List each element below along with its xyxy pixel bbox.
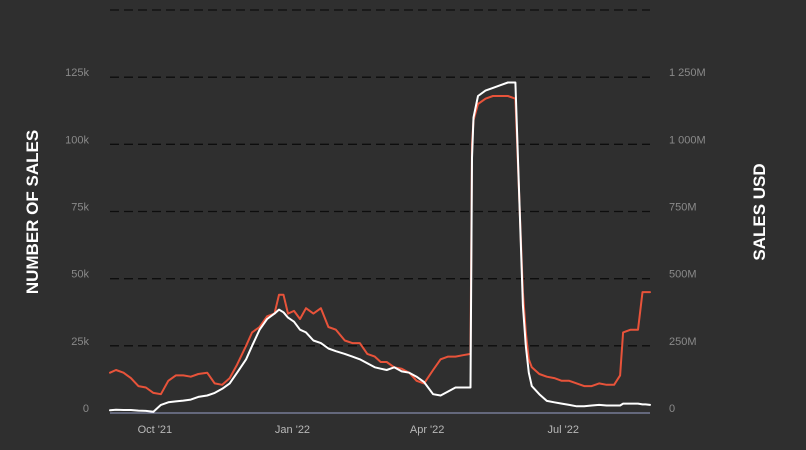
left-tick-label: 125k [65, 67, 89, 79]
left-axis-title: NUMBER OF SALES [23, 130, 42, 294]
number-of-sales-line [109, 95, 651, 396]
left-tick-label: 50k [71, 269, 89, 281]
right-axis-title: SALES USD [750, 163, 769, 260]
left-axis-ticks: 0 25k 50k 75k 100k 125k [65, 67, 89, 415]
gridlines [110, 9, 650, 347]
x-tick-label: Jul '22 [548, 424, 579, 436]
x-tick-label: Oct '21 [138, 424, 173, 436]
left-tick-label: 100k [65, 134, 89, 146]
x-tick-label: Jan '22 [275, 424, 310, 436]
series-lines [109, 81, 651, 413]
right-tick-label: 500M [669, 269, 697, 281]
left-tick-label: 75k [71, 202, 89, 214]
right-tick-label: 750M [669, 202, 697, 214]
x-axis-ticks: Oct '21 Jan '22 Apr '22 Jul '22 [138, 424, 579, 436]
sales-usd-line [109, 81, 651, 413]
x-tick-label: Apr '22 [410, 424, 445, 436]
right-tick-label: 250M [669, 336, 697, 348]
right-tick-label: 1 000M [669, 134, 706, 146]
right-tick-label: 1 250M [669, 67, 706, 79]
left-tick-label: 25k [71, 336, 89, 348]
left-tick-label: 0 [83, 403, 89, 415]
right-axis-ticks: 0 250M 500M 750M 1 000M 1 250M [669, 67, 706, 415]
right-tick-label: 0 [669, 403, 675, 415]
